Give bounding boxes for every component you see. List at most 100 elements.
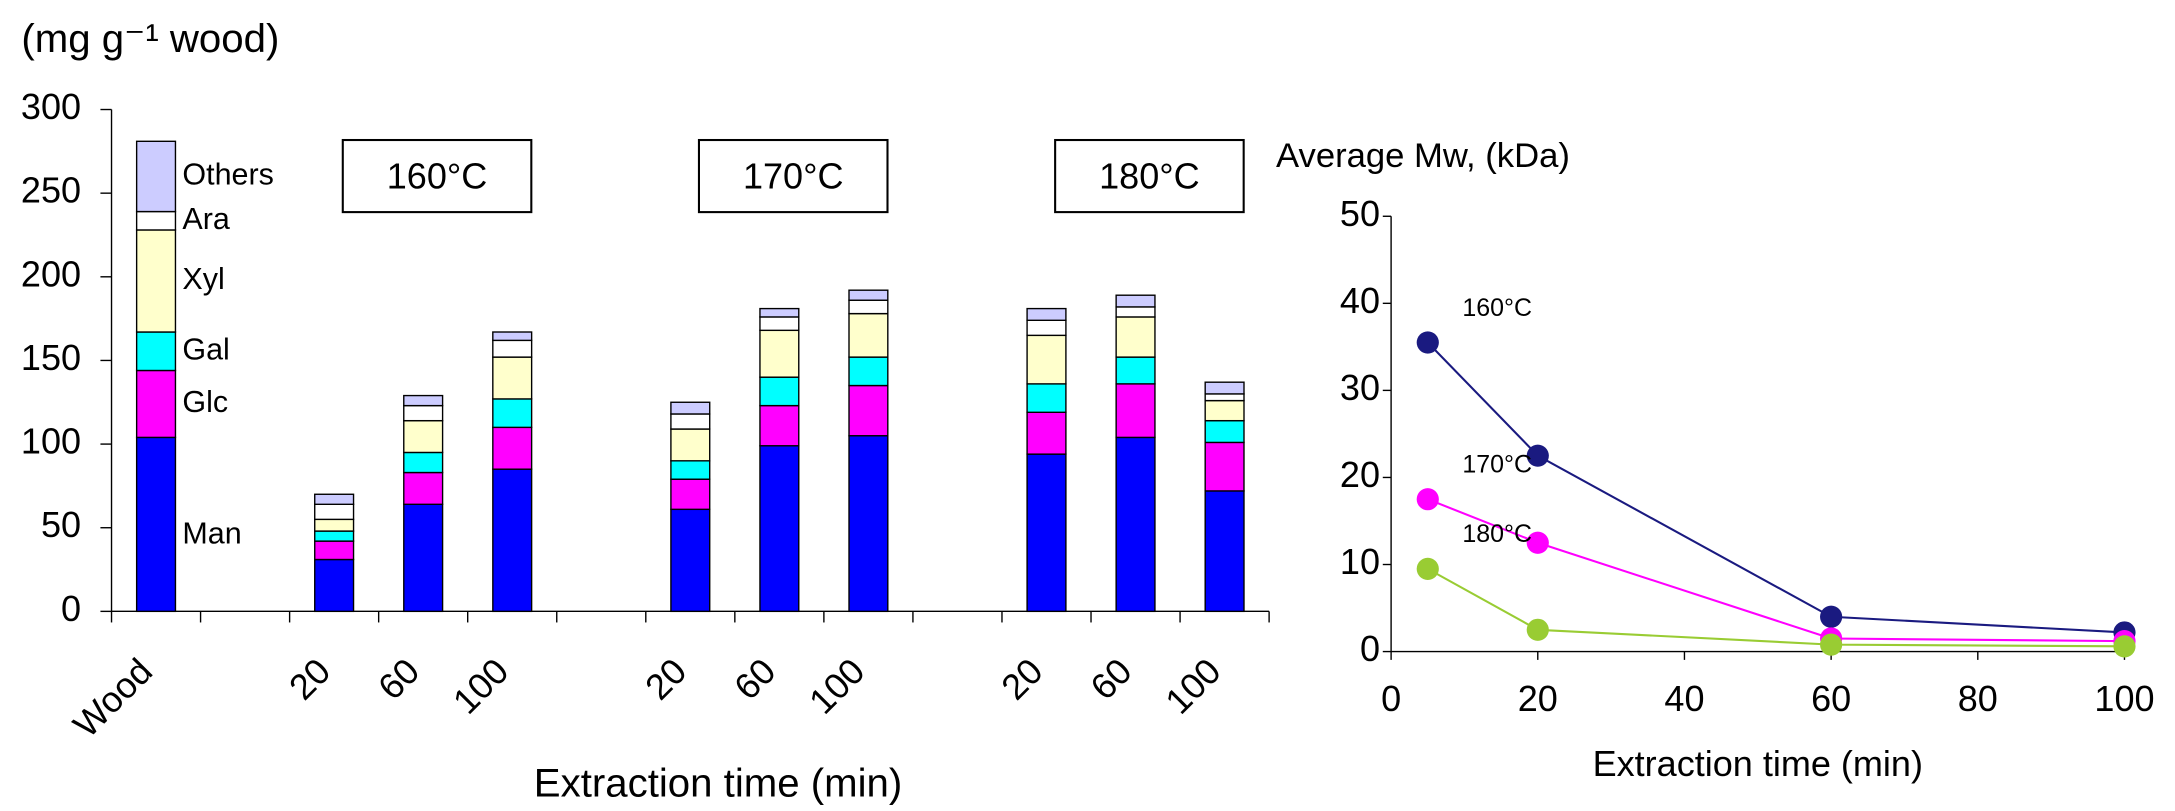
- bar-segment: [1204, 399, 1245, 422]
- bar-segment: [135, 369, 177, 439]
- bar-segment: [403, 394, 444, 407]
- y-tick-label: 100: [21, 421, 81, 462]
- bar-segment: [1115, 316, 1156, 358]
- bar-segment: [759, 404, 800, 447]
- bar-segment: [1026, 307, 1067, 321]
- x-tick-label: 60: [370, 650, 427, 707]
- y-tick-label: 150: [21, 337, 81, 378]
- annotation-box: [697, 138, 889, 214]
- bar-segment: [1026, 334, 1067, 385]
- point: [1416, 488, 1439, 511]
- bar-segment: [1026, 411, 1067, 455]
- bar-segment: [314, 558, 355, 613]
- x-tick-label: 20: [637, 650, 694, 707]
- bar-segment: [848, 435, 889, 613]
- legend-label: Gal: [182, 332, 229, 366]
- bar-segment: [1115, 383, 1156, 439]
- legend-label: Others: [182, 157, 273, 191]
- bar-segment: [314, 540, 355, 561]
- point: [1416, 331, 1439, 354]
- bar-segment: [1204, 490, 1245, 613]
- bar-segment: [314, 503, 355, 521]
- bar-segment: [492, 339, 533, 358]
- bar-segment: [848, 312, 889, 358]
- series-label: 160°C: [1462, 294, 1532, 322]
- bar-segment: [1026, 383, 1067, 413]
- y-tick-label: 50: [41, 504, 81, 545]
- x-tick-label: 100: [445, 650, 517, 722]
- legend-label: Ara: [182, 202, 229, 236]
- annotation: 170°C: [743, 155, 844, 196]
- series-line: [1427, 567, 2125, 648]
- bar-segment: [403, 404, 444, 422]
- y-axis-title: Average Mw, (kDa): [1276, 137, 1570, 175]
- point: [1416, 557, 1439, 580]
- bar-segment: [848, 384, 889, 437]
- bar-segment: [670, 508, 711, 613]
- bar-segment: [848, 356, 889, 387]
- bar-segment: [403, 471, 444, 506]
- legend-label: Man: [182, 517, 241, 551]
- bar-segment: [1204, 393, 1245, 402]
- bar-segment: [1204, 441, 1245, 492]
- y-tick-label: 200: [21, 253, 81, 294]
- x-tick-label: 60: [1811, 678, 1851, 719]
- bar-segment: [670, 460, 711, 480]
- y-tick-label: 300: [21, 86, 81, 127]
- bar-segment: [135, 140, 177, 213]
- bar-segment: [1115, 306, 1156, 318]
- point: [1526, 444, 1549, 467]
- y-tick-label: 50: [1340, 193, 1380, 234]
- bar-segment: [403, 451, 444, 474]
- x-tick-label: Wood: [65, 650, 160, 745]
- bar-segment: [848, 299, 889, 315]
- bar-segment: [314, 518, 355, 532]
- x-tick-label: 20: [1518, 678, 1558, 719]
- bar-segment: [492, 398, 533, 429]
- annotation-box: [1054, 138, 1245, 214]
- point: [1526, 618, 1549, 641]
- bar-segment: [492, 426, 533, 470]
- y-axis-title: (mg g⁻¹ wood): [21, 16, 279, 61]
- bar-segment: [135, 436, 177, 613]
- point: [1820, 633, 1843, 656]
- x-tick-label: 20: [281, 650, 338, 707]
- bar-segment: [1204, 419, 1245, 444]
- bar-segment: [403, 503, 444, 613]
- point: [1526, 531, 1549, 554]
- bar-segment: [759, 307, 800, 318]
- annotation-box: [341, 138, 533, 214]
- y-tick-label: 20: [1340, 454, 1380, 495]
- annotation: 160°C: [387, 155, 488, 196]
- point: [1820, 605, 1843, 628]
- y-tick-label: 30: [1340, 367, 1380, 408]
- bar-segment: [670, 413, 711, 430]
- series-label: 180°C: [1462, 520, 1532, 548]
- bar-segment: [135, 210, 177, 231]
- x-axis-title: Extraction time (min): [1593, 743, 1923, 784]
- bar-segment: [1115, 294, 1156, 308]
- bar-segment: [759, 329, 800, 378]
- bar-segment: [848, 289, 889, 301]
- y-tick-label: 40: [1340, 280, 1380, 321]
- y-tick-label: 10: [1340, 541, 1380, 582]
- bar-segment: [670, 401, 711, 415]
- bar-segment: [135, 331, 177, 372]
- legend-label: Glc: [182, 385, 228, 419]
- bar-segment: [759, 376, 800, 407]
- bar-segment: [1115, 436, 1156, 613]
- bar-segment: [135, 229, 177, 333]
- x-tick-label: 60: [1082, 650, 1139, 707]
- x-tick-label: 100: [801, 650, 873, 722]
- bar-segment: [492, 468, 533, 613]
- bar-segment: [314, 530, 355, 542]
- bar-segment: [492, 356, 533, 400]
- bar-segment: [670, 428, 711, 462]
- x-tick-label: 40: [1664, 678, 1704, 719]
- x-tick-label: 0: [1381, 678, 1401, 719]
- bar-segment: [759, 445, 800, 613]
- x-axis-title: Extraction time (min): [534, 761, 902, 806]
- series-line: [1427, 498, 2125, 643]
- bar-segment: [314, 493, 355, 506]
